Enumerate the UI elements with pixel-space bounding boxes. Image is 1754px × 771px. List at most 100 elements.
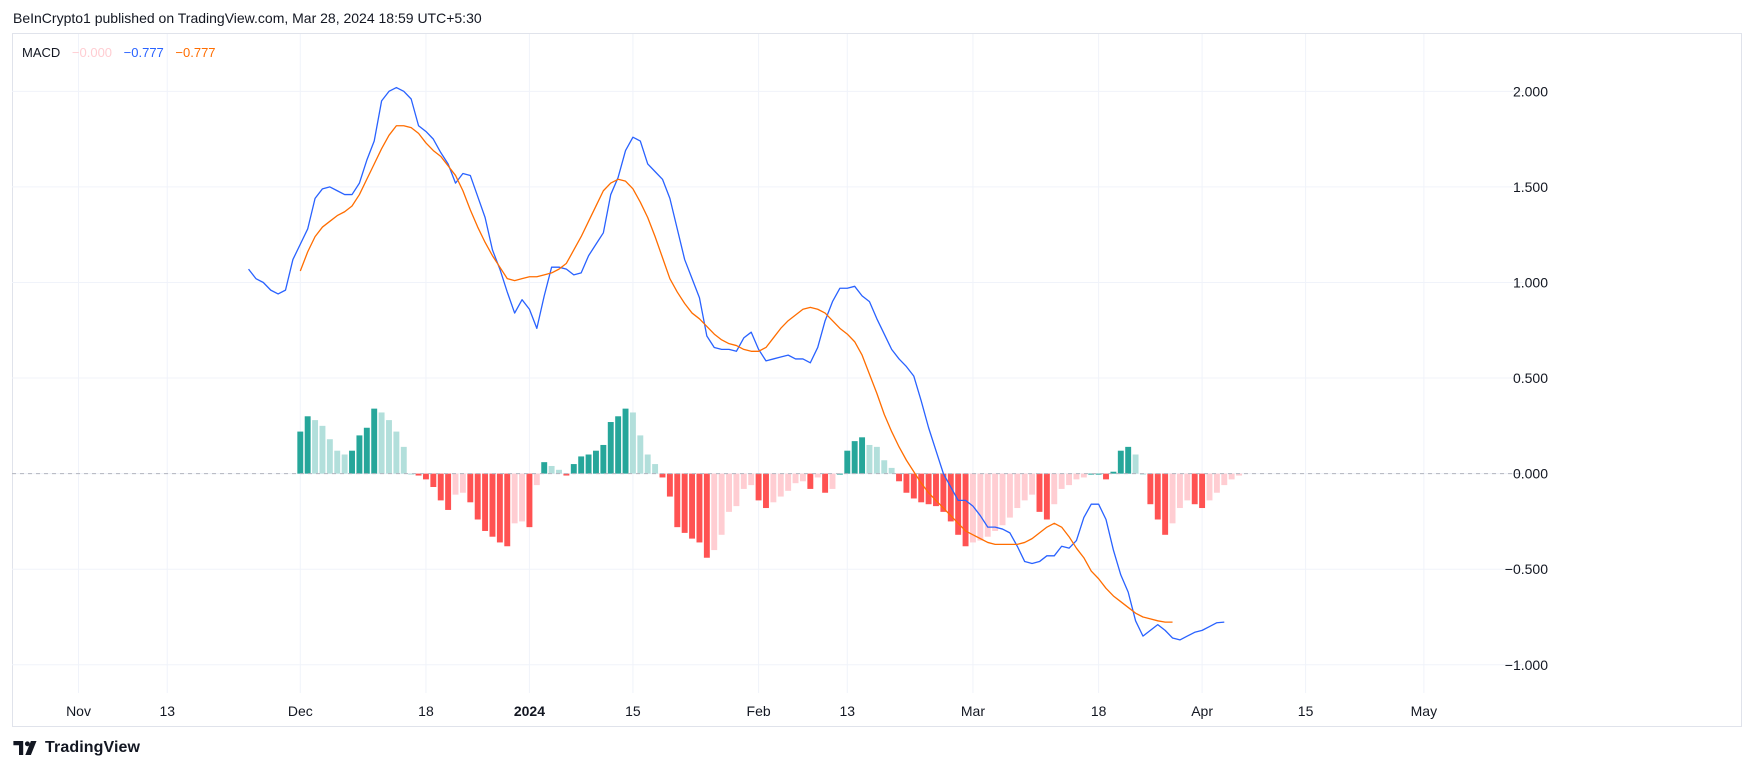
histogram-bar	[312, 420, 319, 474]
macd-histogram	[297, 408, 1243, 558]
histogram-bar	[807, 473, 814, 489]
histogram-bar	[1169, 473, 1176, 524]
legend-histogram-value: −0.000	[71, 45, 113, 60]
histogram-bar	[659, 473, 666, 478]
histogram-bar	[851, 441, 858, 474]
x-tick-label: Apr	[1191, 703, 1213, 719]
histogram-bar	[726, 473, 732, 512]
histogram-bar	[1213, 473, 1220, 493]
histogram-bar	[1154, 473, 1161, 520]
footer-brand[interactable]: TradingView	[13, 739, 140, 757]
histogram-bar	[1117, 450, 1124, 474]
x-tick-label: 15	[625, 703, 641, 719]
histogram-bar	[1043, 473, 1050, 520]
histogram-bar	[1029, 473, 1036, 495]
histogram-bar	[556, 469, 562, 474]
x-tick-label: Mar	[961, 703, 985, 719]
histogram-bar	[437, 473, 444, 501]
indicator-legend[interactable]: MACD −0.000 −0.777 −0.777	[22, 45, 224, 60]
histogram-bar	[496, 473, 503, 543]
histogram-bar	[903, 473, 910, 493]
histogram-bar	[822, 473, 829, 493]
macd-lines	[248, 86, 1225, 641]
histogram-bar	[925, 473, 932, 505]
histogram-bar	[740, 473, 747, 489]
histogram-bar	[408, 473, 415, 475]
histogram-bar	[873, 446, 880, 474]
histogram-bar	[563, 473, 570, 476]
histogram-bar	[977, 473, 984, 541]
histogram-bar	[1088, 473, 1095, 475]
x-tick-label: May	[1411, 703, 1437, 719]
histogram-bar	[792, 473, 799, 484]
histogram-bar	[644, 454, 651, 474]
histogram-bar	[548, 465, 555, 474]
histogram-bar	[696, 473, 703, 543]
publish-info: BeInCrypto1 published on TradingView.com…	[13, 10, 482, 26]
histogram-bar	[763, 473, 769, 509]
histogram-bar	[718, 473, 725, 535]
histogram-bar	[799, 473, 806, 482]
histogram-bar	[422, 473, 429, 480]
x-tick-label: Nov	[66, 703, 91, 719]
histogram-bar	[999, 473, 1006, 526]
histogram-bar	[637, 435, 644, 474]
histogram-bar	[666, 473, 673, 497]
y-tick-label: 2.000	[1513, 83, 1548, 99]
histogram-bar	[992, 473, 999, 531]
x-tick-label: 2024	[514, 703, 545, 719]
histogram-bar	[674, 473, 681, 528]
histogram-bar	[541, 462, 548, 474]
histogram-bar	[755, 473, 762, 501]
histogram-bar	[445, 473, 452, 510]
histogram-bar	[733, 473, 740, 507]
tradingview-logo-icon	[13, 741, 37, 755]
histogram-bar	[1006, 473, 1013, 518]
histogram-bar	[570, 464, 577, 474]
histogram-bar	[430, 473, 437, 488]
histogram-bar	[1191, 473, 1198, 505]
histogram-bar	[326, 439, 333, 474]
histogram-bar	[844, 450, 851, 474]
histogram-bar	[918, 473, 925, 503]
x-tick-label: 13	[840, 703, 856, 719]
histogram-bar	[777, 473, 784, 497]
x-tick-label: Dec	[288, 703, 313, 719]
brand-name: TradingView	[45, 739, 141, 756]
histogram-bar	[459, 473, 466, 493]
histogram-bar	[378, 412, 385, 474]
macd-line	[248, 86, 1225, 641]
histogram-bar	[1036, 473, 1043, 512]
histogram-bar	[304, 416, 311, 474]
histogram-bar	[334, 450, 341, 474]
histogram-bar	[297, 431, 304, 474]
y-tick-label: 0.500	[1513, 370, 1548, 386]
histogram-bar	[1184, 473, 1191, 501]
histogram-bar	[1051, 473, 1058, 505]
histogram-bar	[615, 416, 622, 474]
histogram-bar	[1221, 473, 1228, 486]
histogram-bar	[504, 473, 511, 547]
histogram-bar	[1125, 446, 1132, 474]
histogram-bar	[415, 473, 422, 476]
histogram-bar	[474, 473, 481, 520]
histogram-bar	[1066, 473, 1073, 486]
histogram-bar	[371, 408, 378, 474]
histogram-bar	[652, 464, 659, 474]
histogram-bar	[888, 467, 895, 474]
x-tick-label: 18	[1091, 703, 1107, 719]
histogram-bar	[622, 408, 629, 474]
histogram-bar	[363, 427, 370, 474]
histogram-bar	[814, 473, 821, 478]
x-tick-label: 13	[159, 703, 175, 719]
histogram-bar	[1058, 473, 1065, 489]
histogram-bar	[1073, 473, 1080, 480]
histogram-bar	[629, 412, 636, 474]
legend-macd-value: −0.777	[123, 45, 164, 60]
histogram-bar	[386, 420, 392, 474]
legend-signal-value: −0.777	[175, 45, 216, 60]
histogram-bar	[356, 435, 363, 474]
x-tick-label: Feb	[747, 703, 771, 719]
histogram-bar	[1132, 454, 1139, 474]
